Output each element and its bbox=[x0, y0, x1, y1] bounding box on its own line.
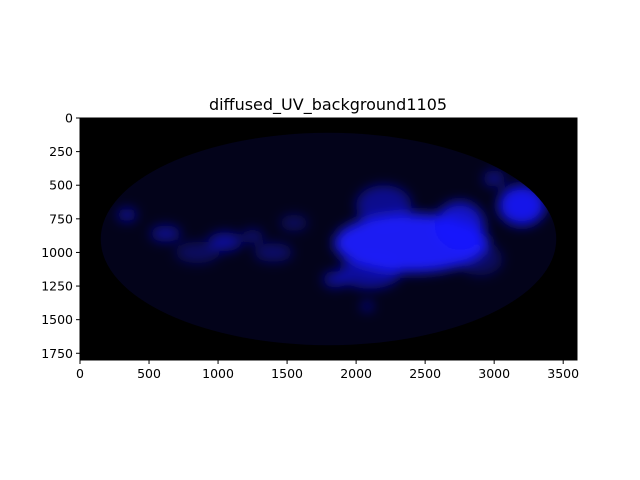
y-axis: 0 250 500 750 1000 1250 1500 1750 bbox=[41, 111, 80, 361]
y-tick-label: 500 bbox=[49, 178, 73, 193]
emission-blob bbox=[339, 256, 401, 289]
x-tick-label: 1000 bbox=[202, 366, 234, 381]
emission-blob bbox=[280, 214, 308, 231]
emission-blob bbox=[241, 229, 264, 244]
chart-title: diffused_UV_background1105 bbox=[209, 95, 447, 115]
y-tick-label: 1000 bbox=[41, 245, 73, 260]
emission-blob bbox=[322, 271, 348, 288]
y-tick-label: 1250 bbox=[41, 279, 73, 294]
emission-blob bbox=[483, 170, 506, 187]
y-tick-label: 0 bbox=[65, 111, 73, 126]
emission-blob bbox=[253, 243, 293, 262]
emission-blob bbox=[175, 241, 220, 264]
emission-blob bbox=[361, 302, 373, 310]
emission-blob bbox=[498, 185, 546, 226]
sky-ellipse bbox=[100, 132, 557, 346]
x-tick-label: 0 bbox=[76, 366, 84, 381]
sky-map bbox=[100, 132, 557, 346]
y-tick-label: 1750 bbox=[41, 346, 73, 361]
y-tick-label: 250 bbox=[49, 144, 73, 159]
plot-area bbox=[80, 118, 577, 360]
emission-blob bbox=[208, 232, 242, 252]
x-tick-label: 2000 bbox=[340, 366, 372, 381]
emission-blob bbox=[434, 201, 485, 250]
y-tick-label: 750 bbox=[49, 211, 73, 226]
x-tick-label: 3500 bbox=[547, 366, 579, 381]
x-axis: 0 500 1000 1500 2000 2500 3000 3500 bbox=[76, 360, 579, 381]
emission-blob bbox=[356, 185, 412, 226]
x-tick-label: 3000 bbox=[478, 366, 510, 381]
emission-blob bbox=[150, 225, 181, 242]
emission-layer bbox=[117, 170, 546, 310]
y-tick-label: 1500 bbox=[41, 312, 73, 327]
axes-frame bbox=[79, 117, 578, 361]
emission-blob bbox=[117, 208, 137, 222]
x-tick-label: 1500 bbox=[271, 366, 303, 381]
x-tick-label: 2500 bbox=[409, 366, 441, 381]
x-tick-label: 500 bbox=[137, 366, 161, 381]
emission-blob bbox=[458, 243, 503, 276]
